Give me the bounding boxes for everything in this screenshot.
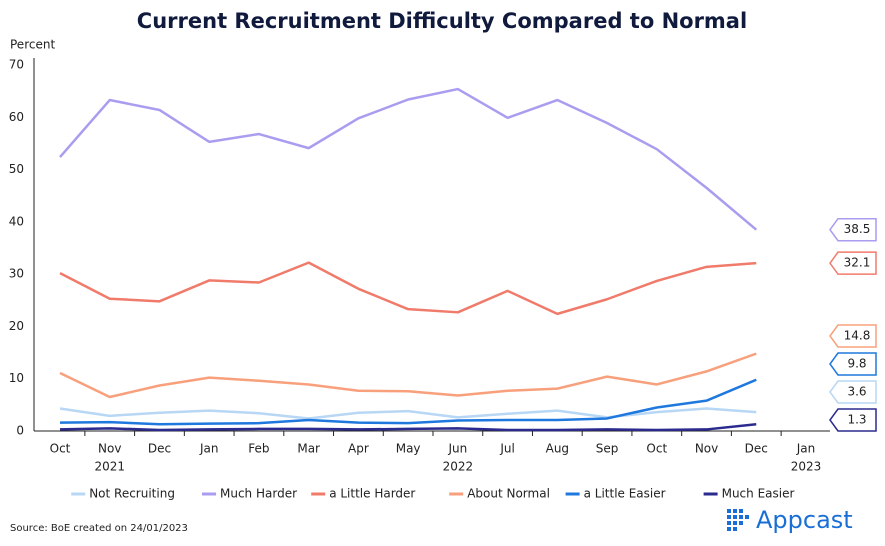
x-tick-label: Mar bbox=[297, 442, 320, 456]
legend-label: About Normal bbox=[467, 487, 550, 501]
x-tick-label: Oct bbox=[646, 442, 667, 456]
x-tick-label: Feb bbox=[248, 442, 269, 456]
x-year-label: 2021 bbox=[94, 460, 125, 474]
end-label-box bbox=[829, 408, 877, 432]
legend-label: Not Recruiting bbox=[89, 487, 175, 501]
y-tick-label: 60 bbox=[9, 110, 24, 124]
legend-label: a Little Easier bbox=[584, 487, 666, 501]
legend-label: Much Harder bbox=[220, 487, 297, 501]
end-label-box bbox=[829, 380, 877, 404]
series-line bbox=[59, 422, 757, 432]
x-tick-label: Aug bbox=[546, 442, 569, 456]
x-year-label: 2023 bbox=[791, 460, 822, 474]
x-tick-label: Jun bbox=[447, 442, 467, 456]
chart-title: Current Recruitment Difficulty Compared … bbox=[137, 9, 747, 33]
x-tick-label: May bbox=[396, 442, 421, 456]
y-tick-label: 40 bbox=[9, 214, 24, 228]
x-tick-label: Dec bbox=[745, 442, 768, 456]
legend-label: a Little Harder bbox=[329, 487, 415, 501]
x-tick-label: Oct bbox=[50, 442, 71, 456]
source: Source: BoE created on 24/01/2023 bbox=[10, 523, 188, 534]
x-tick-label: Jul bbox=[499, 442, 514, 456]
end-label-box bbox=[829, 217, 877, 242]
x-tick-label: Apr bbox=[348, 442, 369, 456]
y-axis-label: Percent bbox=[10, 38, 55, 52]
y-tick-label: 70 bbox=[9, 58, 24, 72]
series-line bbox=[59, 378, 757, 426]
end-label-box bbox=[829, 251, 877, 275]
end-label: 1.3 bbox=[847, 413, 866, 427]
x-tick-label: Nov bbox=[98, 442, 121, 456]
brand: Appcast bbox=[756, 506, 853, 534]
end-label: 32.1 bbox=[844, 256, 871, 270]
series-line bbox=[59, 87, 758, 231]
series-line bbox=[59, 407, 757, 420]
end-label-box bbox=[829, 352, 877, 376]
y-tick-label: 20 bbox=[9, 319, 24, 333]
x-year-label: 2022 bbox=[443, 460, 474, 474]
x-tick-label: Nov bbox=[695, 442, 718, 456]
y-tick-label: 10 bbox=[9, 371, 24, 385]
y-tick-label: 0 bbox=[16, 424, 24, 438]
end-label: 3.6 bbox=[847, 385, 866, 399]
legend-label: Much Easier bbox=[722, 487, 795, 501]
x-tick-label: Dec bbox=[148, 442, 171, 456]
end-label-box bbox=[829, 324, 877, 348]
x-tick-label: Sep bbox=[596, 442, 619, 456]
end-label: 9.8 bbox=[847, 357, 866, 371]
y-tick-label: 50 bbox=[9, 162, 24, 176]
series-line bbox=[59, 261, 757, 316]
series-line bbox=[59, 352, 757, 399]
end-label: 14.8 bbox=[844, 329, 871, 343]
x-tick-label: Jan bbox=[796, 442, 816, 456]
y-tick-label: 30 bbox=[9, 267, 24, 281]
logo-icon bbox=[727, 509, 749, 531]
end-label: 38.5 bbox=[844, 222, 871, 236]
x-tick-label: Jan bbox=[199, 442, 219, 456]
